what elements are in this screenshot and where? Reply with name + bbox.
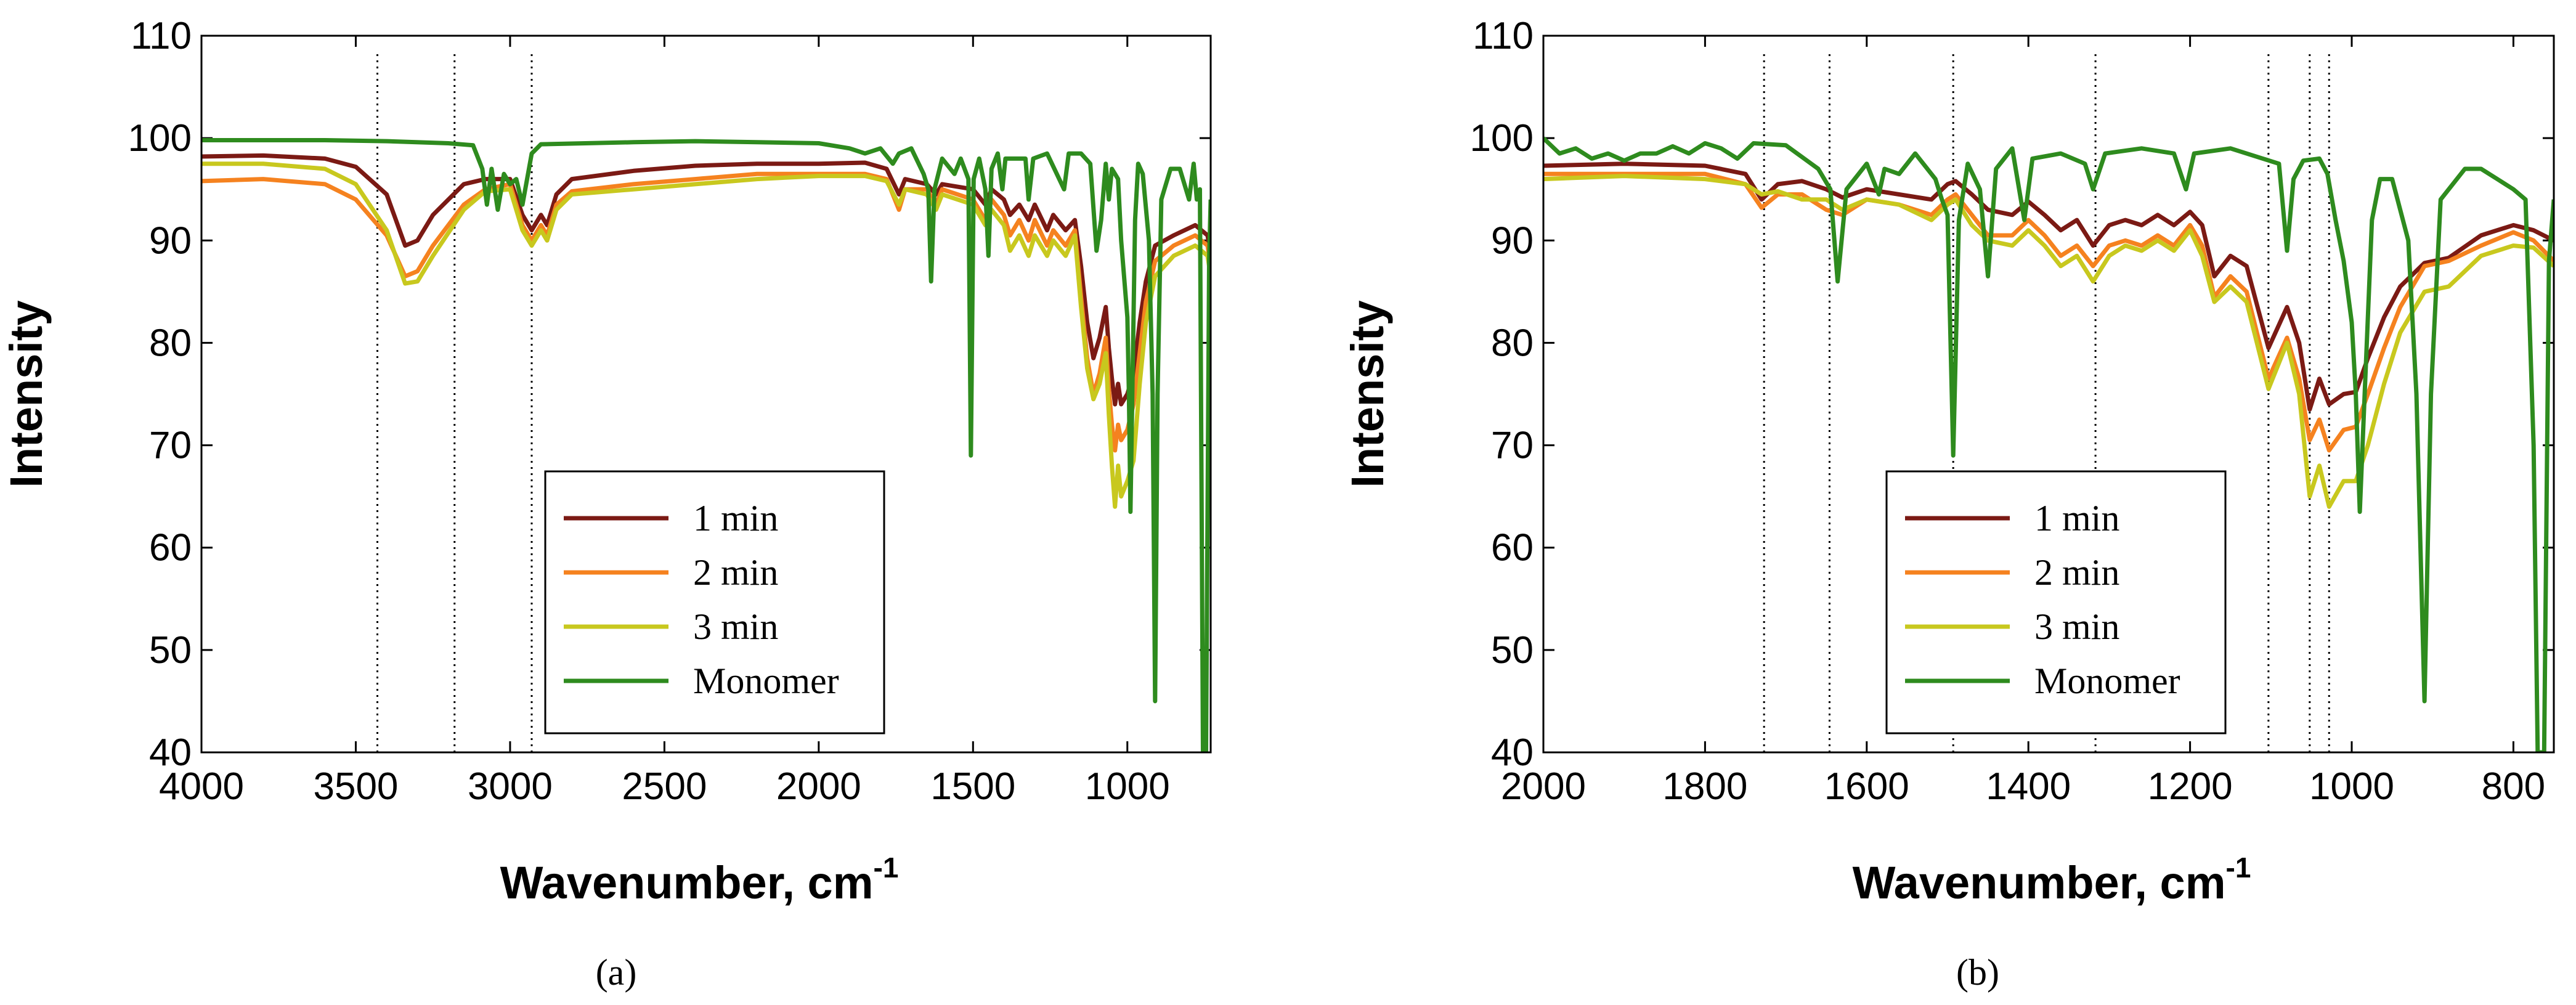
x-axis-title: Wavenumber, cm-1	[500, 852, 899, 908]
y-tick-label: 40	[1491, 731, 1534, 774]
legend-label: Monomer	[2034, 661, 2180, 701]
y-axis-title: Intensity	[1342, 300, 1393, 487]
legend-label: 1 min	[693, 498, 778, 539]
legend-label: 3 min	[2034, 606, 2119, 647]
y-tick-label: 40	[149, 731, 192, 774]
y-tick-label: 50	[1491, 629, 1534, 672]
legend-box	[1885, 470, 2227, 734]
x-axis-title-superscript: -1	[2226, 852, 2251, 884]
y-tick-label: 110	[131, 15, 192, 57]
y-tick-label: 80	[1491, 322, 1534, 364]
panel-caption: (b)	[1956, 952, 1999, 993]
y-axis-title: Intensity	[1, 300, 52, 487]
y-tick-label: 80	[149, 322, 192, 364]
series-line-1-min	[201, 153, 1211, 407]
plot-area	[1543, 136, 2554, 752]
x-tick-label: 4000	[159, 765, 244, 808]
legend-box	[544, 470, 885, 734]
x-tick-label: 3000	[468, 765, 553, 808]
legend-label: 1 min	[2034, 498, 2119, 539]
x-axis-title-superscript: -1	[874, 852, 899, 884]
plot-area	[201, 138, 1211, 752]
y-tick-label: 50	[149, 629, 192, 672]
y-tick-label: 60	[149, 527, 192, 569]
chart-panel-b: 40 50 60 70 80 90 100 110 2000 1800 1600 1400 1200 10…	[1342, 15, 2555, 993]
x-tick-label: 2000	[1501, 765, 1586, 808]
y-tick-label: 110	[1473, 15, 1534, 57]
plot-frame	[200, 35, 1212, 754]
series-line-monomer	[1543, 136, 2554, 752]
y-tick-label: 100	[1470, 117, 1534, 160]
legend-label: Monomer	[693, 661, 839, 701]
legend-label: 3 min	[693, 606, 778, 647]
x-tick-label: 1000	[2309, 765, 2394, 808]
x-tick-label: 3500	[313, 765, 398, 808]
chart-panel-a: 40 50 60 70 80 90 100 110 4000 3500 3000 2500 2000 15…	[1, 15, 1212, 993]
legend-label: 2 min	[2034, 552, 2119, 593]
legend-label: 2 min	[693, 552, 778, 593]
x-tick-label: 2500	[622, 765, 707, 808]
y-tick-label: 100	[128, 117, 192, 160]
x-tick-label: 2000	[776, 765, 861, 808]
series-line-1-min	[1543, 161, 2554, 412]
legend: 1 min 2 min 3 min Monomer	[1885, 470, 2227, 734]
y-tick-label: 90	[149, 219, 192, 262]
y-tick-label: 70	[149, 425, 192, 467]
x-tick-label: 1000	[1085, 765, 1170, 808]
x-tick-label: 1500	[930, 765, 1015, 808]
x-tick-label: 800	[2482, 765, 2545, 808]
y-tick-label: 60	[1491, 527, 1534, 569]
panel-caption: (a)	[596, 952, 637, 993]
x-tick-label: 1800	[1662, 765, 1747, 808]
y-tick-label: 70	[1491, 425, 1534, 467]
x-tick-label: 1200	[2148, 765, 2233, 808]
plot-frame	[1542, 35, 2555, 754]
legend: 1 min 2 min 3 min Monomer	[544, 470, 885, 734]
x-tick-label: 1400	[1986, 765, 2071, 808]
series-line-2-min	[201, 171, 1211, 453]
x-axis-title: Wavenumber, cm-1	[1853, 852, 2251, 908]
x-tick-label: 1600	[1824, 765, 1909, 808]
series-line-monomer	[201, 138, 1211, 752]
y-tick-label: 90	[1491, 219, 1534, 262]
series-line-3-min	[201, 161, 1211, 509]
